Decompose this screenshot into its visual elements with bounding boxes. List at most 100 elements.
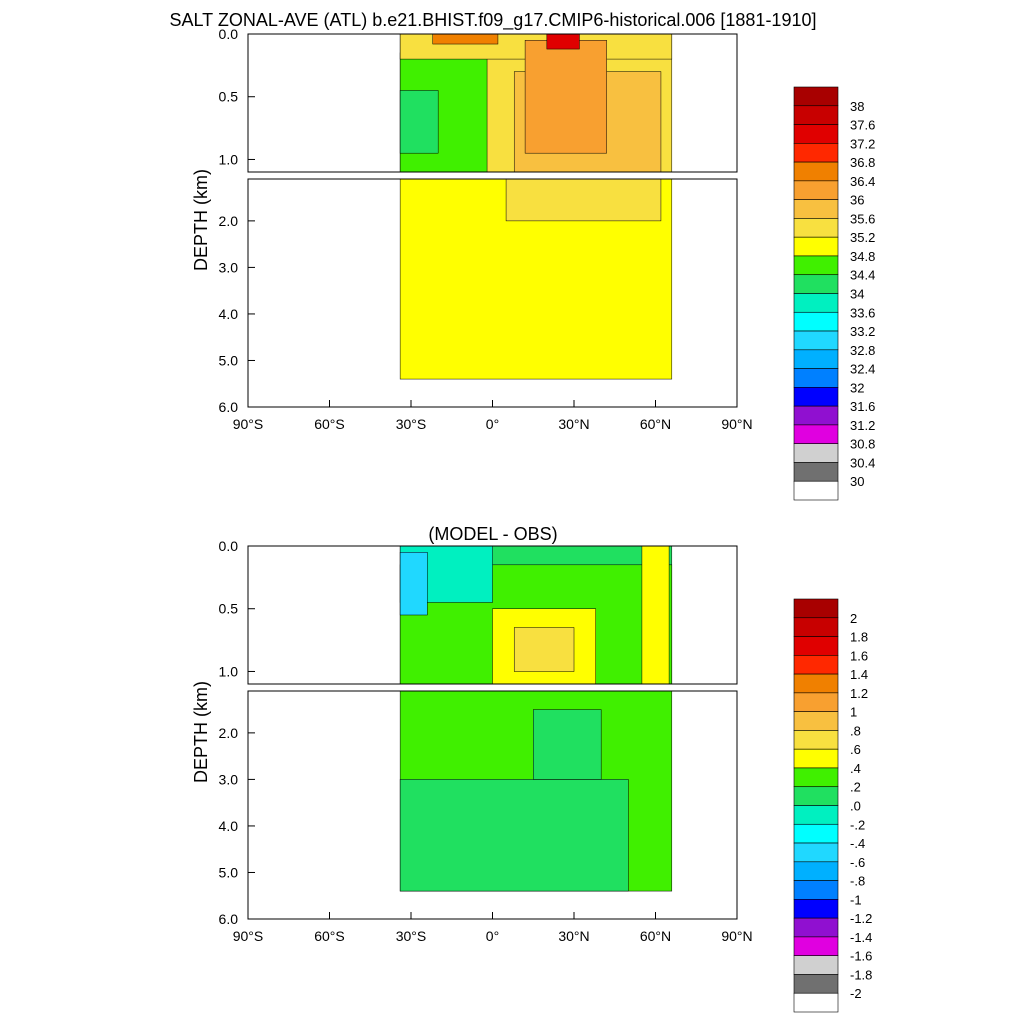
- top-lower-ytick-label: 6.0: [219, 399, 239, 415]
- bottom-lower-ytick-label: 2.0: [219, 725, 239, 741]
- top-colorbar-label: 30.8: [850, 437, 875, 452]
- top-colorbar-swatch: [793, 349, 839, 369]
- top-panel: 0.0 0.5 1.0 2.0 3.0 4.0 5.0 6.090°S 60°S 30°S 0° 3…: [191, 26, 875, 501]
- top-colorbar-swatch: [793, 255, 839, 276]
- bottom-colorbar-label: 1.2: [850, 686, 868, 701]
- bottom-colorbar-label: -.6: [850, 855, 865, 870]
- top-xtick-label: 90°N: [721, 416, 752, 432]
- bottom-colorbar-label: 2: [850, 611, 857, 626]
- top-colorbar-swatch: [793, 86, 839, 107]
- top-colorbar-label: 33.6: [850, 305, 875, 320]
- bottom-panel: (MODEL - OBS) 0.00.51.0 2.03.04.05.06.09…: [191, 524, 872, 1013]
- bottom-colorbar-swatch: [793, 880, 839, 900]
- bottom-xtick-label: 60°N: [640, 928, 671, 944]
- top-upper-region-5: [524, 40, 607, 154]
- top-y-axis-title: DEPTH (km): [191, 169, 211, 271]
- top-colorbar-label: 32: [850, 380, 864, 395]
- top-colorbar-label: 32.8: [850, 343, 875, 358]
- top-colorbar-label: 32.4: [850, 362, 875, 377]
- bottom-colorbar-label: .0: [850, 799, 861, 814]
- top-upper-ytick-label: 0.0: [219, 26, 239, 42]
- bottom-upper-region-6: [641, 545, 670, 685]
- bottom-colorbar-label: .8: [850, 723, 861, 738]
- top-upper-region-7: [546, 33, 580, 50]
- top-upper-region-6: [432, 33, 499, 45]
- top-xtick-label: 0°: [486, 416, 499, 432]
- bottom-upper-plot: 0.0 0.5 1.0: [219, 538, 738, 685]
- bottom-lower-ytick-label: 4.0: [219, 818, 239, 834]
- top-colorbar-label: 38: [850, 99, 864, 114]
- top-colorbar-swatch: [793, 124, 839, 144]
- bottom-lower-plot: 2.0 3.0 4.0 5.0 6.090°S 60°S 30°S 0° 30°N 60°N 90°…: [219, 690, 753, 944]
- bottom-colorbar-swatch: [793, 899, 839, 919]
- bottom-colorbar-label: -1.8: [850, 967, 872, 982]
- top-colorbar-label: 36.8: [850, 155, 875, 170]
- bottom-upper-ytick-label: 1.0: [219, 663, 239, 679]
- bottom-colorbar-swatch: [793, 955, 839, 975]
- top-colorbar-swatch: [793, 180, 839, 200]
- top-colorbar-label: 37.6: [850, 118, 875, 133]
- top-colorbar-label: 37.2: [850, 136, 875, 151]
- bottom-colorbar-swatch: [793, 730, 839, 750]
- top-colorbar-swatch: [793, 405, 839, 426]
- bottom-colorbar-swatch: [793, 917, 839, 938]
- top-colorbar-label: 31.2: [850, 418, 875, 433]
- bottom-lower-region-1: [399, 779, 629, 892]
- bottom-colorbar-swatch: [793, 786, 839, 806]
- bottom-colorbar-swatch: [793, 861, 839, 881]
- bottom-colorbar-label: -.8: [850, 874, 865, 889]
- bottom-xtick-label: 30°N: [558, 928, 589, 944]
- top-colorbar-swatch: [793, 143, 839, 163]
- top-colorbar-label: 34: [850, 287, 864, 302]
- bottom-colorbar-swatch: [793, 936, 839, 956]
- bottom-colorbar-label: 1: [850, 705, 857, 720]
- top-upper-ytick-label: 1.0: [219, 151, 239, 167]
- top-colorbar-swatch: [793, 236, 839, 257]
- bottom-colorbar-label: 1.8: [850, 630, 868, 645]
- bottom-colorbar-swatch: [793, 617, 839, 637]
- top-colorbar-label: 34.8: [850, 249, 875, 264]
- top-colorbar-swatch: [793, 368, 839, 388]
- figure-title: SALT ZONAL-AVE (ATL) b.e21.BHIST.f09_g17…: [170, 10, 817, 31]
- bottom-colorbar-swatch: [793, 655, 839, 675]
- top-xtick-label: 30°S: [396, 416, 427, 432]
- top-colorbar-label: 36.4: [850, 174, 875, 189]
- top-lower-ytick-label: 2.0: [219, 213, 239, 229]
- bottom-upper-region-5: [513, 627, 575, 672]
- top-colorbar-swatch: [793, 330, 839, 351]
- top-colorbar-label: 35.2: [850, 230, 875, 245]
- top-colorbar-swatch: [793, 199, 839, 219]
- top-colorbar-swatch: [793, 480, 839, 501]
- top-lower-ytick-label: 3.0: [219, 259, 239, 275]
- top-colorbar-swatch: [793, 387, 839, 407]
- bottom-colorbar: 21.81.61.41.21.8.6.4.2.0-.2-.4-.6-.8-1-1…: [793, 598, 872, 1013]
- bottom-colorbar-swatch: [793, 711, 839, 731]
- top-upper-ytick-label: 0.5: [219, 89, 239, 105]
- bottom-colorbar-label: .2: [850, 780, 861, 795]
- bottom-colorbar-label: 1.4: [850, 667, 868, 682]
- bottom-colorbar-swatch: [793, 748, 839, 769]
- top-colorbar-swatch: [793, 105, 839, 125]
- bottom-y-axis-title: DEPTH (km): [191, 681, 211, 783]
- bottom-colorbar-label: .4: [850, 761, 861, 776]
- top-colorbar: 38 37.6 37.2 36.8 36.4 36 35.6 35.2 34.8 34.4 34 33…: [793, 86, 875, 501]
- bottom-lower-region-2: [533, 709, 602, 780]
- top-xtick-label: 90°S: [233, 416, 264, 432]
- bottom-xtick-label: 30°S: [396, 928, 427, 944]
- bottom-colorbar-swatch: [793, 598, 839, 619]
- bottom-colorbar-swatch: [793, 842, 839, 863]
- bottom-xtick-label: 0°: [486, 928, 499, 944]
- top-lower-ytick-label: 5.0: [219, 352, 239, 368]
- bottom-colorbar-label: -1.4: [850, 930, 872, 945]
- top-lower-plot: 2.0 3.0 4.0 5.0 6.090°S 60°S 30°S 0° 30°N 60°N 90°…: [219, 178, 753, 432]
- bottom-lower-ytick-label: 6.0: [219, 911, 239, 927]
- bottom-colorbar-label: -1: [850, 892, 862, 907]
- bottom-colorbar-swatch: [793, 767, 839, 788]
- bottom-xtick-label: 60°S: [314, 928, 345, 944]
- top-colorbar-swatch: [793, 424, 839, 444]
- bottom-upper-ytick-label: 0.0: [219, 538, 239, 554]
- top-colorbar-label: 36: [850, 193, 864, 208]
- top-colorbar-swatch: [793, 311, 839, 332]
- bottom-colorbar-label: 1.6: [850, 648, 868, 663]
